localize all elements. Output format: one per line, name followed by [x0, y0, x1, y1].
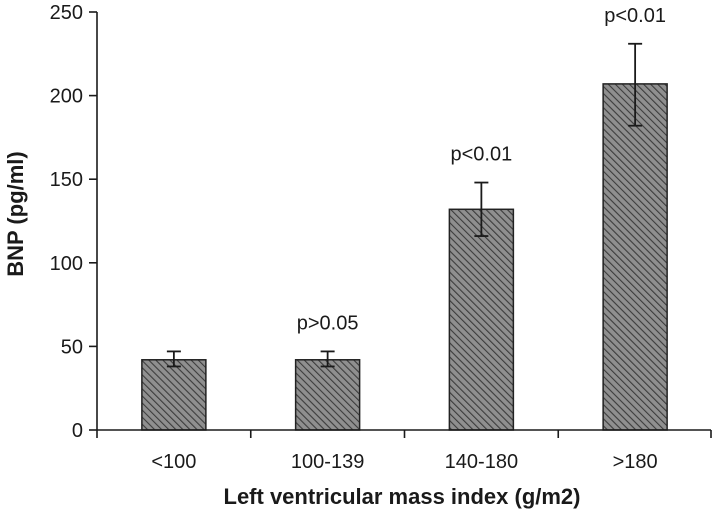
y-tick-label-3: 100: [50, 253, 83, 275]
p-value-label-4: p<0.01: [604, 5, 666, 27]
x-tick-label-2: 100-139: [291, 451, 364, 473]
y-axis-title: BNP (pg/ml): [3, 151, 28, 276]
axes-group: [89, 11, 712, 438]
p-value-label-3: p<0.01: [451, 144, 513, 166]
bar-3: [448, 208, 515, 431]
y-tick-label-6: 250: [50, 2, 83, 24]
labels-group: <100 100-139 p>0.05 140-180 p<0.01 >180 p<0.01…: [50, 2, 666, 473]
y-tick-label-1: 0: [72, 420, 83, 442]
bars-group: [141, 83, 668, 431]
bar-1: [141, 359, 207, 431]
x-tick-label-1: <100: [151, 451, 196, 473]
y-tick-label-4: 150: [50, 169, 83, 191]
bar-2: [294, 359, 361, 431]
p-value-label-2: p>0.05: [297, 312, 359, 334]
y-tick-label-2: 50: [61, 336, 83, 358]
bar-4: [602, 83, 668, 431]
x-tick-label-3: 140-180: [445, 451, 518, 473]
error-bars-group: [166, 42, 643, 368]
x-tick-label-4: >180: [613, 451, 658, 473]
x-axis-title: Left ventricular mass index (g/m2): [224, 484, 581, 509]
y-tick-label-5: 200: [50, 86, 83, 108]
